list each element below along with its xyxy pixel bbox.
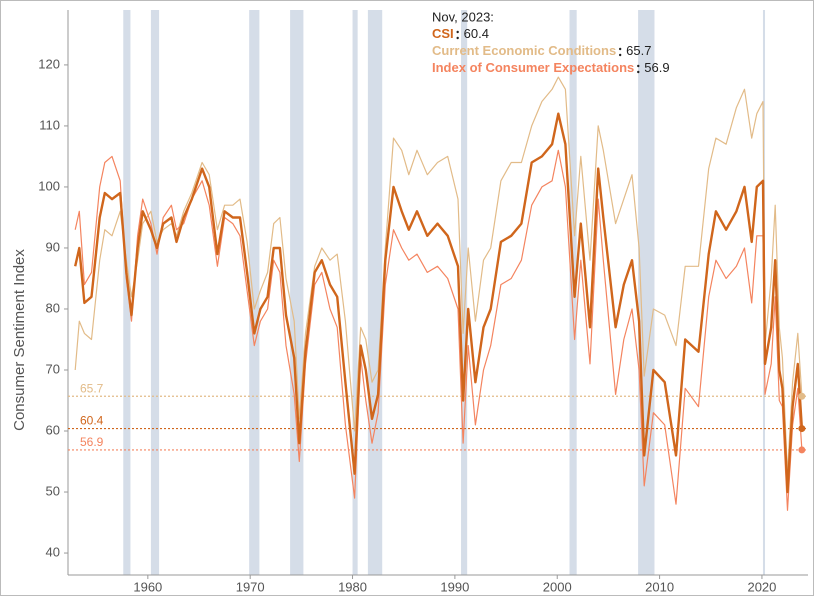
legend-separator: [637, 64, 640, 68]
y-tick-label: 120: [38, 56, 60, 71]
x-tick-label: 2000: [543, 579, 572, 594]
end-dot: [798, 392, 806, 400]
line-layer: [74, 76, 804, 511]
legend-title: Nov, 2023:: [432, 9, 494, 24]
x-tick-label: 1970: [236, 579, 265, 594]
legend-name: Index of Consumer Expectations: [432, 60, 634, 75]
y-tick-label: 90: [46, 239, 60, 254]
x-tick-label: 1960: [133, 579, 162, 594]
series-line: [74, 149, 803, 511]
legend-entry: CSI 60.4: [432, 26, 489, 41]
legend-separator: [456, 36, 459, 40]
legend-value: 60.4: [464, 26, 489, 41]
reference-label: 56.9: [80, 435, 104, 449]
recession-band: [249, 10, 260, 575]
y-tick-label: 40: [46, 544, 60, 559]
y-tick-label: 60: [46, 422, 60, 437]
legend-entry: Current Economic Conditions 65.7: [432, 43, 651, 58]
label-layer: 40 50 60 70 80 90 100 110 120 1960 1970 1980 1990 200…: [38, 9, 806, 594]
x-tick-label: 2020: [747, 579, 776, 594]
legend-name: CSI: [432, 26, 454, 41]
recession-band: [150, 10, 160, 575]
y-tick-label: 110: [39, 117, 60, 132]
y-axis-label: Consumer Sentiment Index: [11, 249, 28, 431]
x-tick-label: 1990: [440, 579, 469, 594]
legend-separator: [618, 47, 622, 51]
legend-separator: [637, 70, 640, 74]
legend-separator: [618, 53, 622, 57]
legend-entry: Index of Consumer Expectations 56.9: [432, 60, 670, 75]
end-dot: [798, 425, 806, 433]
legend-name: Current Economic Conditions: [432, 43, 616, 58]
x-tick-label: 2010: [645, 579, 674, 594]
recession-band: [569, 10, 577, 575]
recession-band: [461, 10, 468, 575]
y-tick-label: 70: [46, 361, 60, 376]
recession-band: [352, 10, 358, 575]
legend-value: 65.7: [626, 43, 651, 58]
y-tick-label: 50: [46, 483, 60, 498]
recession-band: [367, 10, 383, 575]
y-tick-label: 100: [38, 178, 60, 193]
legend-value: 56.9: [644, 60, 669, 75]
end-dot: [798, 446, 806, 454]
legend-separator: [456, 30, 459, 34]
reference-label: 60.4: [80, 414, 104, 428]
y-tick-label: 80: [46, 300, 60, 315]
recession-band: [123, 10, 131, 575]
series-line: [74, 112, 804, 494]
recession-band: [290, 10, 304, 575]
x-tick-label: 1980: [338, 579, 367, 594]
background-layer: [64, 10, 808, 579]
reference-label: 65.7: [80, 381, 104, 395]
